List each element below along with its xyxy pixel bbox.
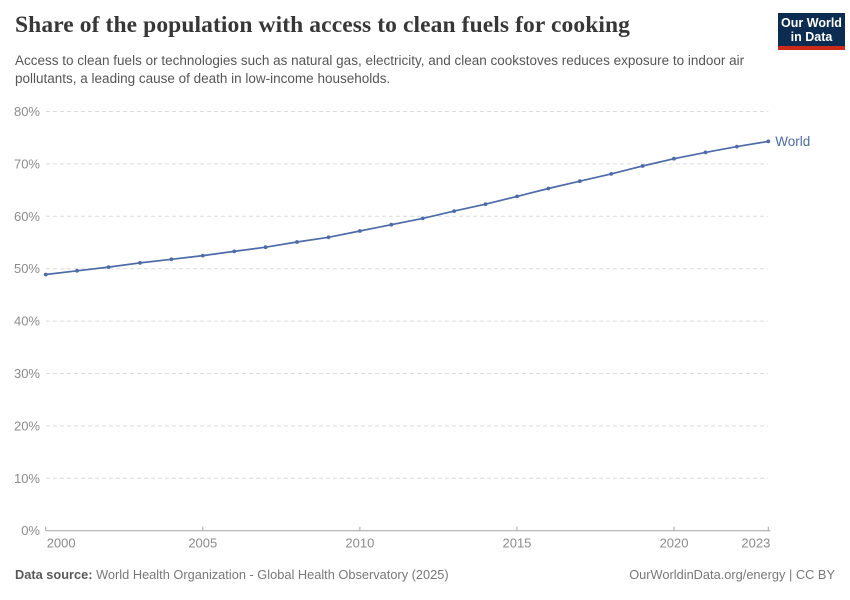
data-point: [766, 139, 771, 144]
y-axis-tick-label: 60%: [14, 209, 40, 224]
data-point: [420, 216, 425, 221]
data-point: [326, 235, 331, 240]
chart-subtitle: Access to clean fuels or technologies su…: [15, 53, 745, 87]
data-point: [358, 229, 362, 233]
x-axis-tick-label: 2010: [345, 536, 374, 551]
data-point: [735, 144, 739, 149]
y-axis-tick-label: 80%: [14, 104, 40, 119]
data-source-label: Data source:: [15, 567, 93, 582]
data-source-note: Data source: World Health Organization -…: [15, 567, 449, 582]
data-point: [200, 253, 205, 258]
license-note: OurWorldinData.org/energy | CC BY: [629, 567, 835, 582]
data-point: [169, 257, 174, 262]
data-point: [295, 240, 299, 244]
data-point: [43, 272, 48, 277]
logo-red-bar: [778, 46, 845, 50]
y-axis-tick-label: 30%: [14, 366, 40, 381]
data-point: [672, 156, 676, 161]
x-axis-tick-label: 2000: [47, 536, 76, 551]
x-axis-tick-label: 2023: [741, 536, 770, 551]
data-point: [138, 261, 142, 265]
series-end-label: World: [775, 134, 810, 149]
data-point: [515, 194, 519, 199]
x-axis-tick-label: 2015: [502, 536, 531, 551]
data-source-text: World Health Organization - Global Healt…: [92, 567, 449, 582]
y-axis-tick-label: 0%: [21, 523, 40, 538]
data-point: [640, 164, 645, 168]
owid-logo: Our World in Data: [778, 13, 845, 46]
data-point: [263, 245, 268, 250]
data-point: [389, 222, 394, 227]
data-point: [483, 202, 488, 207]
world-line: [45, 140, 769, 276]
logo-line-1: Our World: [781, 15, 842, 30]
data-point: [609, 172, 614, 176]
y-axis-tick-label: 50%: [14, 261, 40, 276]
y-axis-tick-label: 10%: [14, 471, 40, 486]
data-point: [75, 268, 79, 273]
y-axis-tick-label: 40%: [14, 314, 40, 329]
logo-line-2: in Data: [790, 29, 833, 44]
data-point: [232, 249, 237, 254]
data-point: [106, 265, 111, 269]
y-axis-tick-label: 20%: [14, 418, 40, 433]
x-axis-tick-label: 2020: [660, 536, 689, 551]
data-point: [546, 186, 551, 191]
y-axis-tick-label: 70%: [14, 156, 40, 171]
data-point: [452, 209, 456, 214]
chart-title: Share of the population with access to c…: [15, 12, 631, 38]
data-point: [703, 150, 708, 155]
x-axis-tick-label: 2005: [188, 536, 217, 551]
data-point: [577, 179, 582, 184]
chart-footer: Data source: World Health Organization -…: [15, 567, 835, 582]
